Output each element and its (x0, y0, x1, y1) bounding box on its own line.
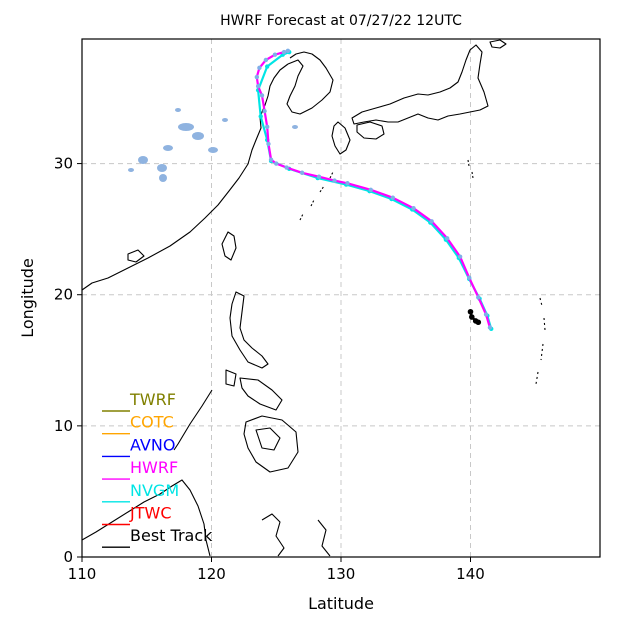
tracks (254, 48, 494, 332)
japan-hokkaido (489, 39, 507, 49)
hwrf-point (299, 170, 305, 175)
hwrf-point (368, 187, 373, 193)
hwrf-point (411, 205, 416, 211)
hwrf-point (274, 161, 279, 166)
hainan-coastline (127, 249, 145, 263)
nvgm-point (258, 114, 263, 119)
hwrf-point (467, 275, 472, 280)
hwrf-point (272, 52, 278, 57)
hwrf-point (345, 181, 350, 186)
hwrf-point (332, 178, 337, 183)
legend-label-twrf: TWRF (129, 390, 176, 409)
mariana-islands (535, 297, 546, 385)
hwrf-point (254, 74, 260, 80)
sulawesi-coastline (261, 513, 285, 557)
hwrf-point (483, 312, 489, 317)
nvgm-point (264, 64, 270, 69)
china-coastline (81, 63, 289, 291)
hwrf-point (264, 124, 270, 130)
borneo-coastline (81, 479, 211, 557)
hwrf-point (259, 93, 265, 98)
legend: TWRF COTC AVNO HWRF NVGM JTWC Best Track (102, 390, 213, 548)
best-track-point (468, 314, 475, 320)
x-tick-label: 120 (197, 565, 226, 583)
hwrf-point (284, 165, 289, 170)
plot-frame (81, 38, 601, 558)
hwrf-point (429, 219, 434, 224)
korea-coastline (286, 51, 334, 115)
lakes (128, 108, 298, 182)
grid (82, 39, 600, 557)
best-track-point (467, 308, 474, 315)
legend-label-hwrf: HWRF (130, 458, 178, 477)
japan-shikoku (356, 121, 385, 140)
coastlines (81, 39, 546, 557)
best-track-point (475, 319, 482, 326)
hwrf-point (487, 325, 493, 330)
hwrf-point (390, 195, 395, 200)
hwrf-point (316, 174, 322, 179)
x-axis-label: Latitude (308, 594, 374, 613)
bonin-islands (467, 159, 474, 179)
hwrf-point (281, 49, 287, 55)
hwrf-point (268, 157, 274, 162)
hwrf-point (263, 57, 269, 63)
hwrf-point (266, 141, 271, 147)
y-tick-label: 20 (54, 286, 73, 304)
y-axis-label: Longitude (18, 258, 37, 338)
mindanao-coastline (243, 415, 299, 473)
japan-kyushu (331, 121, 351, 155)
y-tick-label: 30 (54, 155, 73, 173)
x-tick-label: 130 (327, 565, 356, 583)
y-tick-label: 10 (54, 417, 73, 435)
mindoro-coastline (225, 369, 237, 387)
legend-label-cotc: COTC (130, 413, 174, 432)
taiwan-coastline (221, 231, 237, 261)
x-tick-label: 110 (68, 565, 97, 583)
ticks: 110 120 130 140 0 10 20 30 (54, 155, 485, 583)
palawan-coastline (173, 389, 213, 451)
legend-label-avno: AVNO (130, 435, 175, 454)
hwrf-point (255, 84, 261, 89)
visayas-coastline (239, 377, 283, 411)
x-tick-label: 140 (456, 565, 485, 583)
hwrf-track (255, 49, 491, 328)
legend-label-nvgm: NVGM (130, 481, 179, 500)
y-tick-label: 0 (63, 548, 73, 566)
halmahera-coastline (317, 519, 331, 557)
legend-label-best-track: Best Track (130, 526, 213, 545)
mindanao-inner-coast (255, 427, 281, 451)
hwrf-point (257, 65, 262, 71)
luzon-coastline (229, 291, 269, 369)
hwrf-point (262, 108, 267, 114)
legend-label-jtwc: JTWC (129, 504, 171, 523)
hwrf-point (476, 295, 481, 300)
japan-honshu (351, 44, 489, 125)
hwrf-point (285, 48, 291, 54)
hwrf-point (444, 236, 450, 241)
hwrf-point (457, 254, 463, 259)
chart-title: HWRF Forecast at 07/27/22 12UTC (220, 13, 462, 29)
